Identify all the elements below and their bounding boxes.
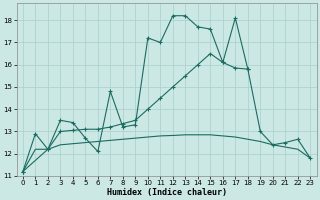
X-axis label: Humidex (Indice chaleur): Humidex (Indice chaleur) [107,188,227,197]
